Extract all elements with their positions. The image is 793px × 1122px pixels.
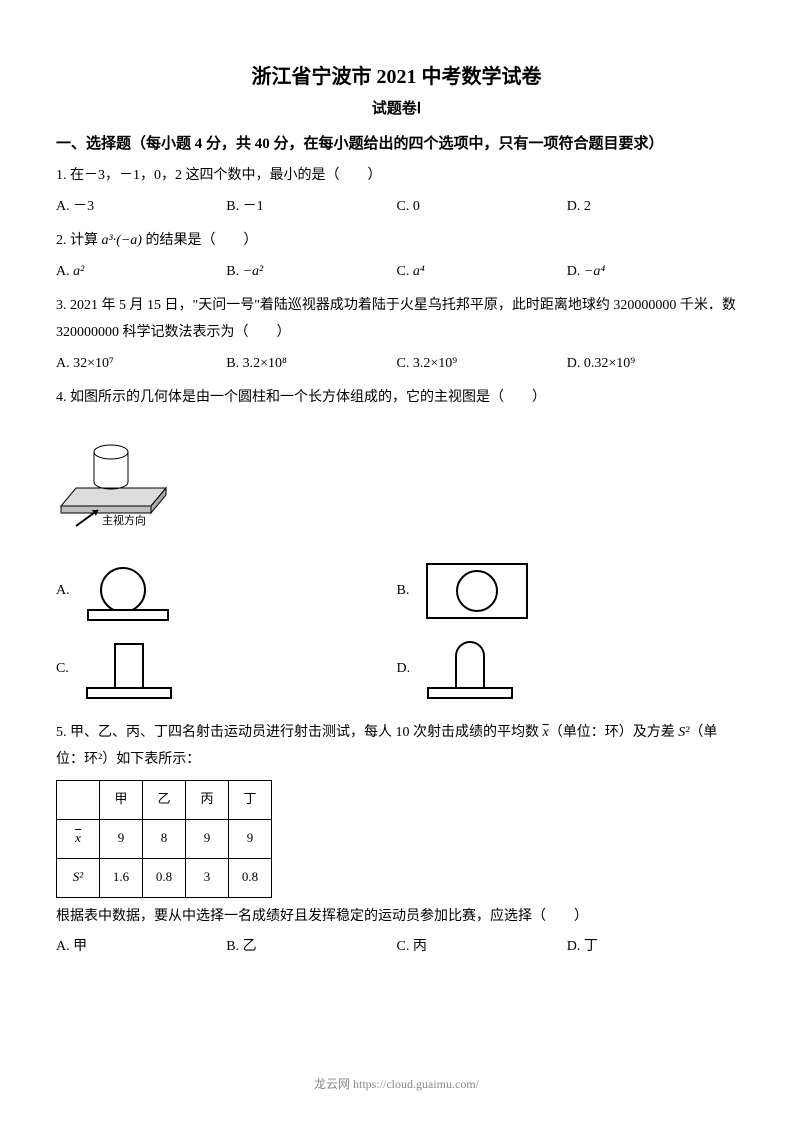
q1-option-c: C. 0 [397,194,567,221]
q2-stem-suffix: 的结果是（ ） [142,233,258,248]
q4-option-d: D. [397,634,738,704]
page-subtitle: 试题卷Ⅰ [56,97,737,118]
table-cell: 9 [100,819,143,858]
q2-options: A. a² B. −a² C. a⁴ D. −a⁴ [56,259,737,286]
q4-option-c: C. [56,634,397,704]
q3-option-d: D. 0.32×10⁹ [567,351,737,378]
q2-option-a: A. a² [56,259,226,286]
q4-optC-icon [77,634,187,704]
table-cell: 丙 [186,780,229,819]
q1-option-a: A. －3 [56,194,226,221]
q5-option-a: A. 甲 [56,934,226,961]
opt-label: B. [226,264,239,279]
q2-option-c: C. a⁴ [397,259,567,286]
page-footer: 龙云网 https://cloud.guaimu.com/ [0,1075,793,1092]
solid-icon: 主视方向 [56,418,186,528]
opt-label: A. [56,356,70,371]
table-cell [57,780,100,819]
opt-value: a⁴ [413,264,425,279]
q1-option-b: B. －1 [226,194,396,221]
opt-label: B. [397,578,410,605]
opt-label: D. [397,656,411,683]
table-cell: 0.8 [229,858,272,897]
table-cell: 丁 [229,780,272,819]
opt-label: A. [56,264,70,279]
q4-figure-solid: 主视方向 [56,418,737,539]
table-cell: 3 [186,858,229,897]
q2-option-d: D. −a⁴ [567,259,737,286]
q3-option-c: C. 3.2×10⁹ [397,351,567,378]
xbar-symbol: x [75,830,81,845]
opt-label: A. [56,578,70,605]
question-1: 1. 在－3，－1，0，2 这四个数中，最小的是（ ） A. －3 B. －1 … [56,163,737,220]
q5-table: 甲 乙 丙 丁 x 9 8 9 9 S² 1.6 0.8 3 0.8 [56,780,272,898]
table-cell: S² [57,858,100,897]
q4-stem: 4. 如图所示的几何体是由一个圆柱和一个长方体组成的，它的主视图是（ ） [56,385,737,412]
q5-options: A. 甲 B. 乙 C. 丙 D. 丁 [56,934,737,961]
q5-stem: 5. 甲、乙、丙、丁四名射击运动员进行射击测试，每人 10 次射击成绩的平均数 … [56,720,737,773]
q3-option-a: A. 32×10⁷ [56,351,226,378]
question-4: 4. 如图所示的几何体是由一个圆柱和一个长方体组成的，它的主视图是（ ） 主视方… [56,385,737,712]
opt-value: 32×10⁷ [73,356,114,371]
q5-stem-mid: （单位：环）及方差 [549,725,679,740]
opt-label: D. [567,356,581,371]
q2-stem-prefix: 2. 计算 [56,233,102,248]
table-cell: 乙 [143,780,186,819]
q5-option-b: B. 乙 [226,934,396,961]
opt-label: C. [397,264,410,279]
table-cell: x [57,819,100,858]
q1-stem: 1. 在－3，－1，0，2 这四个数中，最小的是（ ） [56,163,737,190]
opt-label: C. [56,656,69,683]
s2-symbol: S² [73,869,83,884]
q4-option-b: B. [397,556,738,626]
q5-option-c: C. 丙 [397,934,567,961]
q5-stem-prefix: 5. 甲、乙、丙、丁四名射击运动员进行射击测试，每人 10 次射击成绩的平均数 [56,725,543,740]
page-title: 浙江省宁波市 2021 中考数学试卷 [56,60,737,89]
opt-value: 0.32×10⁹ [584,356,635,371]
opt-value: −a² [243,264,264,279]
s2-symbol: S² [678,725,689,740]
q4-optD-icon [418,634,528,704]
question-2: 2. 计算 a³·(−a) 的结果是（ ） A. a² B. −a² C. a⁴… [56,228,737,285]
q4-optB-icon [417,556,537,626]
opt-value: a² [73,264,84,279]
table-row: x 9 8 9 9 [57,819,272,858]
opt-value: −a⁴ [584,264,605,279]
q3-option-b: B. 3.2×10⁸ [226,351,396,378]
table-cell: 9 [229,819,272,858]
q3-stem: 3. 2021 年 5 月 15 日，"天问一号"着陆巡视器成功着陆于火星乌托邦… [56,293,737,346]
table-cell: 9 [186,819,229,858]
q2-stem: 2. 计算 a³·(−a) 的结果是（ ） [56,228,737,255]
table-cell: 甲 [100,780,143,819]
q4-option-a: A. [56,556,397,626]
opt-value: 3.2×10⁸ [243,356,287,371]
view-direction-label: 主视方向 [102,513,146,527]
table-cell: 8 [143,819,186,858]
question-3: 3. 2021 年 5 月 15 日，"天问一号"着陆巡视器成功着陆于火星乌托邦… [56,293,737,377]
q4-options: A. B. C. D. [56,556,737,712]
q1-option-d: D. 2 [567,194,737,221]
question-5: 5. 甲、乙、丙、丁四名射击运动员进行射击测试，每人 10 次射击成绩的平均数 … [56,720,737,960]
q5-after: 根据表中数据，要从中选择一名成绩好且发挥稳定的运动员参加比赛，应选择（ ） [56,904,737,931]
q2-option-b: B. −a² [226,259,396,286]
q2-expr: a³·(−a) [102,233,142,248]
q4-optA-icon [78,556,188,626]
q5-option-d: D. 丁 [567,934,737,961]
opt-value: 3.2×10⁹ [413,356,457,371]
opt-label: B. [226,356,239,371]
section-header: 一、选择题（每小题 4 分，共 40 分，在每小题给出的四个选项中，只有一项符合… [56,132,737,153]
table-cell: 0.8 [143,858,186,897]
table-header-row: 甲 乙 丙 丁 [57,780,272,819]
q1-options: A. －3 B. －1 C. 0 D. 2 [56,194,737,221]
opt-label: C. [397,356,410,371]
opt-label: D. [567,264,581,279]
q3-options: A. 32×10⁷ B. 3.2×10⁸ C. 3.2×10⁹ D. 0.32×… [56,351,737,378]
table-cell: 1.6 [100,858,143,897]
table-row: S² 1.6 0.8 3 0.8 [57,858,272,897]
